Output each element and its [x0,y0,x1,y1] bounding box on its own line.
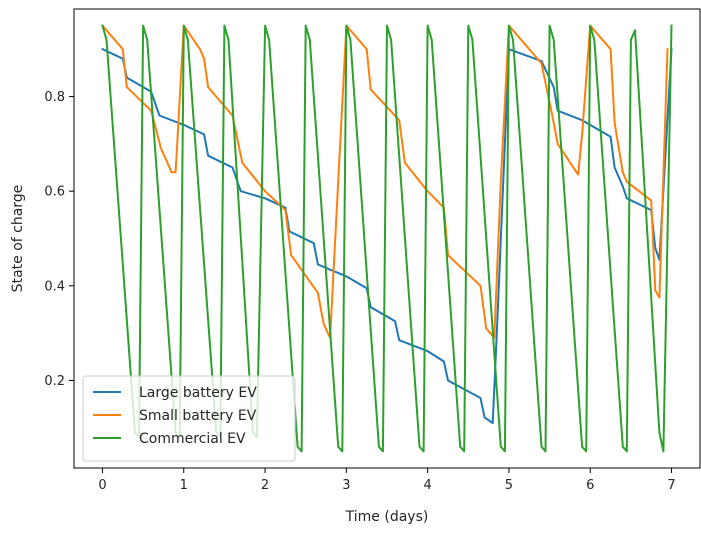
x-tick-label: 6 [586,478,594,493]
series-line-small-battery-ev [101,24,669,339]
y-tick-label: 0.2 [44,374,65,389]
x-tick-label: 1 [180,478,188,493]
y-tick-label: 0.8 [44,90,65,105]
series-line-commercial-ev [101,24,673,453]
y-axis-label: State of charge [10,185,26,293]
x-tick-label: 0 [98,478,106,493]
x-axis-ticks: 0 1 2 3 4 5 6 7 [98,468,676,493]
x-tick-label: 5 [505,478,513,493]
legend-box [82,375,296,462]
x-tick-label: 3 [342,478,350,493]
x-tick-label: 2 [261,478,269,493]
y-tick-label: 0.4 [44,279,65,294]
x-tick-label: 7 [667,478,675,493]
legend-label: Commercial EV [139,431,246,447]
plot-frame [73,8,701,469]
legend-label: Large battery EV [139,385,257,401]
legend: Large battery EV Small battery EV Commerci… [82,375,296,462]
legend-label: Small battery EV [139,408,257,424]
x-axis-label: Time (days) [345,509,429,525]
y-axis-ticks: 0.2 0.4 0.6 0.8 [44,90,74,389]
series-layer [101,24,673,453]
y-tick-label: 0.6 [44,185,65,200]
x-tick-label: 4 [424,478,432,493]
